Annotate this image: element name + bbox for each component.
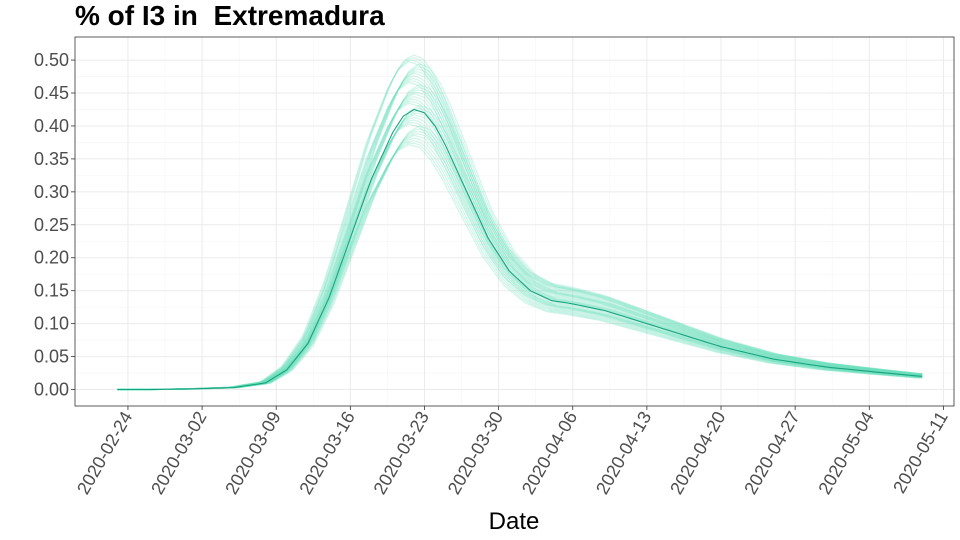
simulation-line xyxy=(117,54,923,391)
median-line-group xyxy=(117,108,923,391)
x-tick-label: 2020-03-02 xyxy=(147,408,210,498)
simulation-line xyxy=(117,80,923,391)
simulation-line xyxy=(117,61,923,391)
x-tick-label: 2020-05-04 xyxy=(814,408,877,498)
y-tick-label: 0.20 xyxy=(34,248,69,268)
y-tick-label: 0.35 xyxy=(34,149,69,169)
simulation-line xyxy=(117,77,923,391)
y-tick-label: 0.40 xyxy=(34,116,69,136)
x-tick-label: 2020-05-11 xyxy=(889,408,952,497)
x-axis: 2020-02-24 2020-03-02 2020-03-09 2020-03-16… xyxy=(73,406,952,498)
plot-panel-background xyxy=(75,37,954,406)
y-tick-label: 0.30 xyxy=(34,182,69,202)
y-tick-label: 0.10 xyxy=(34,314,69,334)
simulation-line xyxy=(117,133,923,391)
x-axis-title: Date xyxy=(489,508,540,535)
simulation-line xyxy=(117,107,923,391)
simulation-line xyxy=(117,125,923,391)
simulation-line xyxy=(117,104,923,391)
simulation-line xyxy=(117,128,923,391)
major-gridlines xyxy=(75,37,954,406)
simulation-line xyxy=(117,130,923,391)
x-tick-label: 2020-02-24 xyxy=(73,408,136,498)
median-line xyxy=(117,108,923,391)
simulation-line xyxy=(117,59,923,391)
x-tick-label: 2020-03-23 xyxy=(370,408,433,498)
x-tick-label: 2020-03-09 xyxy=(221,408,284,498)
y-tick-label: 0.50 xyxy=(34,50,69,70)
simulation-line xyxy=(117,81,923,391)
simulation-line xyxy=(117,57,923,391)
x-tick-label: 2020-03-16 xyxy=(295,408,358,498)
simulation-line xyxy=(117,75,923,391)
y-tick-label: 0.00 xyxy=(34,380,69,400)
y-tick-label: 0.05 xyxy=(34,347,69,367)
simulation-line xyxy=(117,72,923,391)
x-tick-label: 2020-04-06 xyxy=(518,408,581,498)
y-axis: 0.00 0.05 0.10 0.15 0.20 0.25 0.30 0.35 0.40 0.45… xyxy=(34,50,75,400)
x-tick-label: 2020-04-27 xyxy=(740,408,803,498)
x-tick-label: 2020-03-30 xyxy=(444,408,507,498)
x-tick-label: 2020-04-20 xyxy=(666,408,729,498)
x-tick-label: 2020-04-13 xyxy=(592,408,655,498)
y-tick-label: 0.45 xyxy=(34,83,69,103)
plot-panel-border xyxy=(74,36,955,407)
y-tick-label: 0.15 xyxy=(34,281,69,301)
y-tick-label: 0.25 xyxy=(34,215,69,235)
minor-gridlines xyxy=(75,37,954,406)
chart-title: % of I3 in Extremadura xyxy=(75,0,385,31)
